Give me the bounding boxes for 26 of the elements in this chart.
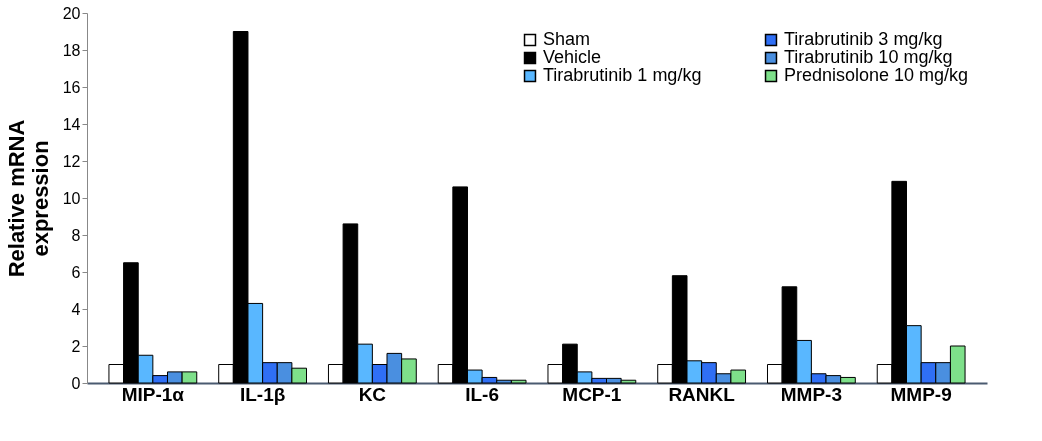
y-axis-title: Relative mRNA expression	[3, 119, 53, 278]
y-tick-label: 8	[71, 226, 81, 244]
y-tick-label: 12	[62, 152, 81, 170]
x-tick-label: KC	[358, 383, 387, 405]
legend-label: Tirabrutinib 1 mg/kg	[543, 65, 702, 85]
y-tick-label: 20	[62, 4, 81, 22]
legend-label: Sham	[543, 29, 591, 49]
y-tick-label: 14	[62, 115, 81, 133]
y-tick-label: 6	[71, 263, 81, 281]
x-tick-label: IL-1β	[239, 383, 286, 405]
x-tick-label: MCP-1	[562, 383, 622, 405]
legend-label: Tirabrutinib 3 mg/kg	[784, 29, 943, 49]
y-tick-label: 4	[71, 300, 81, 318]
x-tick-label: MIP-1α	[121, 383, 185, 405]
y-tick-label: 2	[71, 337, 81, 355]
y-tick-label: 16	[62, 78, 81, 96]
y-tick-label: 0	[71, 374, 81, 392]
x-tick-label: MMP-9	[890, 383, 952, 405]
y-tick-label: 10	[62, 189, 81, 207]
legend-label: Tirabrutinib 10 mg/kg	[784, 47, 953, 67]
legend-label: Prednisolone 10 mg/kg	[784, 65, 969, 85]
x-tick-label: IL-6	[465, 383, 500, 405]
y-tick-label: 18	[62, 41, 81, 59]
x-tick-label: RANKL	[668, 383, 736, 405]
legend-label: Vehicle	[543, 47, 602, 67]
x-tick-label: MMP-3	[780, 383, 843, 405]
